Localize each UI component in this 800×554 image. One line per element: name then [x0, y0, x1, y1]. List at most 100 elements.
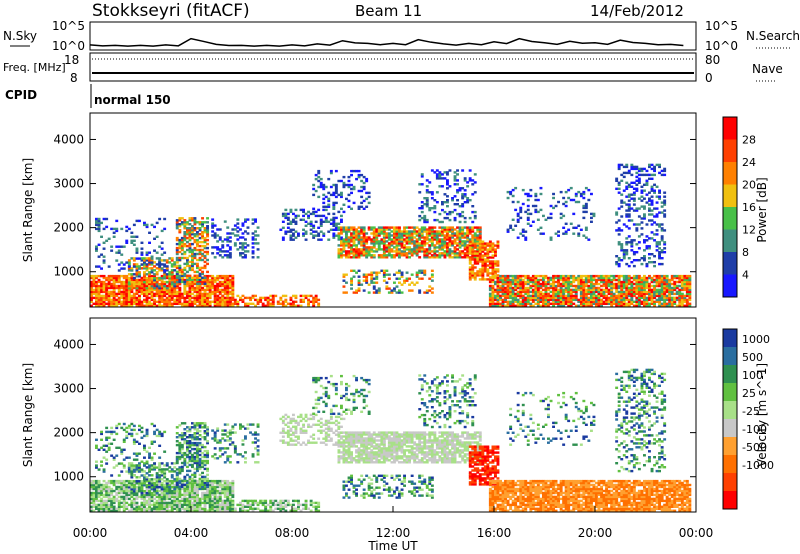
- heatmap-cell: [519, 210, 523, 214]
- heatmap-cell: [668, 296, 672, 300]
- heatmap-cell: [488, 280, 492, 284]
- heatmap-cell: [196, 284, 199, 288]
- heatmap-cell: [405, 242, 409, 245]
- heatmap-cell: [559, 302, 563, 305]
- heatmap-cell: [271, 298, 275, 302]
- heatmap-cell: [395, 271, 399, 274]
- heatmap-cell: [385, 232, 389, 235]
- heatmap-cell: [562, 276, 566, 280]
- heatmap-cell: [468, 238, 472, 241]
- heatmap-cell: [461, 252, 465, 255]
- heatmap-cell: [408, 240, 411, 243]
- heatmap-cell: [632, 167, 636, 171]
- heatmap-cell: [367, 201, 371, 205]
- heatmap-cell: [143, 221, 146, 225]
- heatmap-cell: [246, 304, 250, 307]
- heatmap-cell: [100, 483, 103, 487]
- heatmap-cell: [125, 483, 129, 487]
- heatmap-cell: [203, 282, 207, 285]
- heatmap-cell: [650, 237, 654, 240]
- heatmap-cell: [534, 210, 538, 214]
- heatmap-cell: [345, 234, 348, 237]
- heatmap-cell: [405, 277, 409, 280]
- heatmap-cell: [191, 262, 194, 266]
- heatmap-cell: [446, 173, 449, 176]
- heatmap-cell: [418, 269, 422, 272]
- heatmap-cell: [372, 242, 376, 245]
- heatmap-cell: [398, 242, 401, 245]
- heatmap-cell: [196, 274, 199, 277]
- heatmap-cell: [617, 257, 621, 260]
- heatmap-cell: [173, 269, 177, 272]
- heatmap-cell: [97, 483, 101, 487]
- heatmap-cell: [552, 278, 555, 282]
- heatmap-cell: [655, 207, 659, 210]
- heatmap-cell: [132, 292, 136, 296]
- heatmap-cell: [433, 171, 437, 174]
- heatmap-cell: [549, 296, 553, 300]
- heatmap-cell: [539, 232, 543, 235]
- heatmap-cell: [387, 234, 391, 237]
- heatmap-cell: [100, 300, 103, 303]
- heatmap-cell: [367, 195, 371, 199]
- heatmap-cell: [337, 193, 341, 197]
- heatmap-cell: [244, 250, 247, 253]
- heatmap-cell: [660, 251, 664, 254]
- heatmap-cell: [476, 248, 480, 251]
- heatmap-cell: [168, 275, 172, 278]
- heatmap-cell: [673, 280, 677, 284]
- heatmap-cell: [380, 242, 384, 245]
- heatmap-cell: [90, 280, 93, 284]
- heatmap-cell: [481, 240, 485, 243]
- heatmap-cell: [322, 187, 326, 191]
- heatmap-cell: [655, 298, 659, 302]
- heatmap-cell: [337, 222, 341, 225]
- heatmap-cell: [175, 227, 179, 230]
- heatmap-cell: [173, 276, 177, 280]
- heatmap-cell: [441, 177, 444, 180]
- heatmap-cell: [107, 493, 111, 497]
- heatmap-cell: [201, 288, 204, 292]
- heatmap-cell: [302, 218, 305, 221]
- heatmap-cell: [110, 493, 114, 497]
- heatmap-cell: [168, 300, 172, 303]
- heatmap-cell: [491, 246, 495, 249]
- heatmap-cell: [574, 192, 578, 196]
- heatmap-cell: [420, 269, 424, 272]
- heatmap-cell: [186, 284, 189, 288]
- heatmap-cell: [226, 292, 230, 296]
- heatmap-cell: [332, 218, 336, 221]
- heatmap-cell: [370, 256, 374, 259]
- heatmap-cell: [430, 279, 434, 282]
- heatmap-cell: [473, 278, 477, 281]
- heatmap-cell: [329, 169, 333, 173]
- heatmap-cell: [309, 228, 313, 231]
- heatmap-cell: [519, 278, 523, 282]
- heatmap-cell: [201, 221, 204, 224]
- heatmap-cell: [175, 294, 179, 298]
- heatmap-cell: [670, 296, 674, 300]
- heatmap-cell: [226, 294, 230, 298]
- heatmap-cell: [423, 216, 427, 220]
- heatmap-cell: [617, 280, 621, 284]
- heatmap-cell: [140, 483, 144, 487]
- heatmap-cell: [451, 230, 454, 233]
- heatmap-cell: [165, 267, 169, 270]
- heatmap-cell: [302, 208, 305, 212]
- heatmap-cell: [547, 298, 550, 302]
- heatmap-cell: [441, 240, 444, 243]
- heatmap-cell: [468, 278, 472, 281]
- heatmap-cell: [203, 290, 207, 294]
- heatmap-cell: [405, 254, 409, 257]
- heatmap-cell: [150, 292, 154, 296]
- heatmap-cell: [90, 276, 93, 280]
- heatmap-cell: [198, 240, 202, 244]
- heatmap-cell: [201, 266, 204, 270]
- heatmap-cell: [160, 292, 164, 296]
- heatmap-cell: [193, 302, 197, 305]
- heatmap-cell: [438, 171, 442, 174]
- heatmap-cell: [370, 242, 374, 245]
- heatmap-cell: [463, 254, 467, 257]
- heatmap-cell: [648, 245, 651, 248]
- heatmap-cell: [292, 294, 295, 298]
